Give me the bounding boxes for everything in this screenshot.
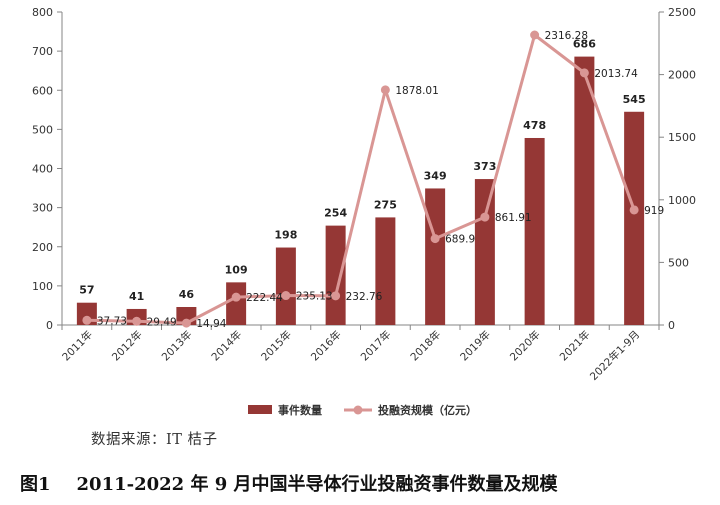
y-left-tick-label: 800	[32, 6, 53, 19]
x-tick-label: 2017年	[358, 328, 394, 364]
line-point	[231, 292, 241, 302]
bar	[226, 282, 247, 325]
bar-data-label: 349	[424, 169, 447, 182]
y-left-tick-label: 400	[32, 163, 53, 176]
line-data-label: 2013.74	[594, 68, 638, 80]
figure-caption: 图1 2011-2022 年 9 月中国半导体行业投融资事件数量及规模	[20, 470, 558, 496]
line-data-label: 29.49	[147, 316, 177, 328]
y-left-tick-label: 600	[32, 84, 53, 97]
x-tick-label: 2021年	[557, 328, 593, 364]
y-left-tick-label: 0	[46, 319, 53, 332]
legend-line-marker	[353, 405, 363, 415]
bar	[275, 247, 296, 325]
line-point	[579, 68, 589, 78]
x-tick-label: 2011年	[59, 328, 95, 364]
legend-line-label: 投融资规模（亿元）	[378, 403, 477, 417]
bar-data-label: 275	[374, 198, 397, 211]
bar-data-label: 41	[129, 290, 144, 303]
line-data-label: 14.94	[196, 318, 226, 330]
bar	[425, 188, 446, 325]
bar	[325, 225, 346, 325]
bar-data-label: 478	[523, 119, 546, 132]
line-point	[530, 30, 540, 40]
y-right-tick-label: 1000	[668, 194, 696, 207]
line-point	[430, 234, 440, 244]
line-path	[86, 33, 636, 325]
legend: 事件数量 投融资规模（亿元）	[248, 403, 477, 417]
line-point	[629, 205, 639, 215]
y-left-tick-label: 700	[32, 45, 53, 58]
line-data-label: 689.9	[445, 234, 475, 246]
line-series: 37.73 29.49 14.94 222.44 235.13 232.76 1878.01…	[82, 30, 664, 330]
bar	[574, 56, 595, 325]
line-data-label: 235.13	[296, 291, 333, 303]
line-data-label: 222.44	[246, 292, 283, 304]
y-left-tick-label: 200	[32, 241, 53, 254]
x-tick-label: 2016年	[308, 328, 344, 364]
chart-axes: 0 100 200 300 400 500 600 700 800 0 500 1000 1500 200…	[32, 6, 696, 383]
line-point	[480, 212, 490, 222]
line-data-label: 37.73	[97, 315, 127, 327]
y-left-tick-label: 100	[32, 280, 53, 293]
bar-data-label: 545	[623, 93, 646, 106]
line-point	[181, 318, 191, 328]
y-right-tick-label: 0	[668, 319, 675, 332]
x-tick-label: 2020年	[507, 328, 543, 364]
bar-data-label: 109	[225, 263, 248, 276]
bar-data-label: 46	[179, 288, 195, 301]
x-tick-label: 2022年1-9月	[587, 328, 642, 383]
line-data-label: 1878.01	[395, 85, 438, 97]
line-data-label: 919	[644, 205, 664, 217]
figure-title: 2011-2022 年 9 月中国半导体行业投融资事件数量及规模	[76, 474, 558, 495]
x-tick-label: 2015年	[258, 328, 294, 364]
bar	[375, 217, 396, 325]
bar-data-label: 373	[473, 160, 496, 173]
bar-series: 57 41 46 109 198 254 275 349 373 478 686 545	[76, 38, 646, 325]
line-point	[132, 316, 142, 326]
bar-data-label: 198	[274, 229, 297, 242]
y-right-tick-label: 2500	[668, 6, 696, 19]
chart: 0 100 200 300 400 500 600 700 800 0 500 1000 1500 200…	[32, 6, 696, 417]
x-tick-label: 2012年	[109, 328, 145, 364]
line-data-label: 232.76	[346, 291, 383, 303]
source-note: 数据来源：IT 桔子	[91, 432, 218, 448]
figure-number: 图1	[20, 474, 51, 495]
bar-data-label: 254	[324, 207, 347, 220]
bar	[624, 111, 645, 325]
x-tick-label: 2013年	[159, 328, 195, 364]
y-left-tick-label: 500	[32, 123, 53, 136]
y-right-tick-label: 1500	[668, 131, 696, 144]
bar	[524, 137, 545, 325]
bar-data-label: 57	[79, 284, 94, 297]
legend-bar-label: 事件数量	[278, 403, 322, 417]
bar	[474, 179, 495, 325]
line-point	[380, 85, 390, 95]
y-left-tick-label: 300	[32, 202, 53, 215]
y-right-tick-label: 500	[668, 256, 689, 269]
line-data-label: 861.91	[495, 212, 532, 224]
x-tick-label: 2019年	[457, 328, 493, 364]
legend-bar-swatch	[248, 405, 272, 414]
y-right-tick-label: 2000	[668, 69, 696, 82]
line-point	[281, 291, 291, 301]
line-point	[331, 291, 341, 301]
x-tick-label: 2018年	[408, 328, 444, 364]
x-tick-label: 2014年	[209, 328, 245, 364]
line-point	[82, 315, 92, 325]
line-data-label: 2316.28	[545, 30, 588, 42]
bar-data-label: 686	[573, 38, 596, 51]
